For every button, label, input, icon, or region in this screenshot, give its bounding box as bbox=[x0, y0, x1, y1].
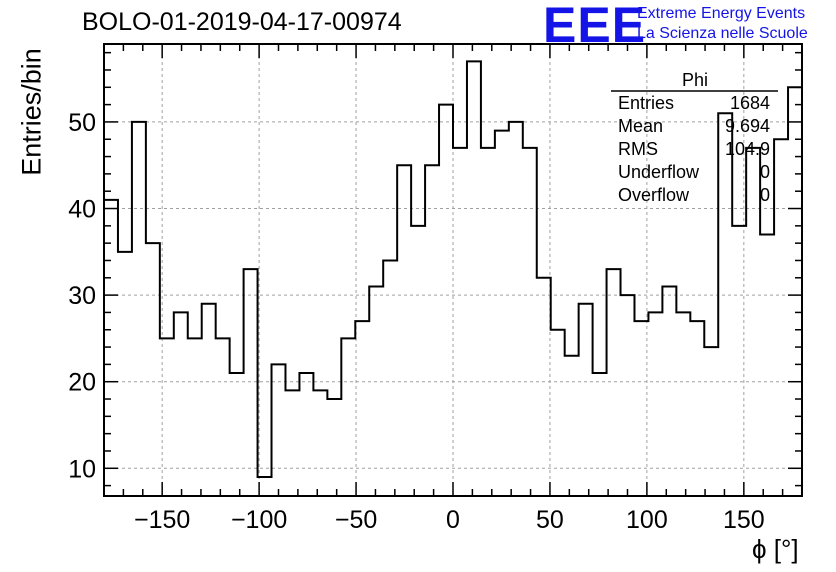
histogram-title: BOLO-01-2019-04-17-00974 bbox=[82, 8, 402, 36]
stat-value-rms: 104.9 bbox=[724, 139, 770, 159]
stat-value-mean: 9.694 bbox=[724, 116, 770, 136]
stat-value-overflow: 0 bbox=[759, 185, 770, 205]
eee-logo-caption: Extreme Energy Events La Scienza nelle S… bbox=[637, 4, 808, 44]
x-axis-label: ϕ [°] bbox=[752, 534, 799, 564]
x-tick-label: 0 bbox=[446, 506, 460, 534]
eee-logo-line2: La Scienza nelle Scuole bbox=[637, 25, 808, 42]
stat-name-overflow: Overflow bbox=[618, 185, 690, 205]
stat-name-mean: Mean bbox=[618, 116, 664, 136]
histogram-bins bbox=[104, 60, 802, 478]
stat-name-rms: RMS bbox=[618, 139, 658, 159]
stat-value-entries: 1684 bbox=[729, 93, 770, 113]
x-tick-label: 150 bbox=[723, 506, 765, 534]
axis-tick-labels: −150 −100 −50 0 50 100 150 10 20 30 40 50 bbox=[68, 109, 765, 534]
x-tick-label: −50 bbox=[335, 506, 377, 534]
eee-logo-line1: Extreme Energy Events bbox=[637, 5, 806, 22]
stat-name-entries: Entries bbox=[618, 93, 675, 113]
y-axis-label: Entries/bin bbox=[16, 48, 47, 176]
histogram-outline bbox=[104, 60, 802, 478]
eee-logo: EEE bbox=[543, 0, 647, 53]
stat-name-underflow: Underflow bbox=[618, 162, 700, 182]
x-tick-label: 100 bbox=[626, 506, 668, 534]
y-tick-label: 50 bbox=[68, 109, 96, 137]
y-tick-label: 30 bbox=[68, 282, 96, 310]
stats-box-title: Phi bbox=[681, 70, 708, 90]
axis-ticks bbox=[103, 44, 803, 496]
y-tick-label: 20 bbox=[68, 369, 96, 397]
x-tick-label: 50 bbox=[536, 506, 564, 534]
y-tick-label: 10 bbox=[68, 455, 96, 483]
x-tick-label: −100 bbox=[231, 506, 287, 534]
y-tick-label: 40 bbox=[68, 196, 96, 224]
x-tick-label: −150 bbox=[134, 506, 190, 534]
stat-value-underflow: 0 bbox=[759, 162, 770, 182]
